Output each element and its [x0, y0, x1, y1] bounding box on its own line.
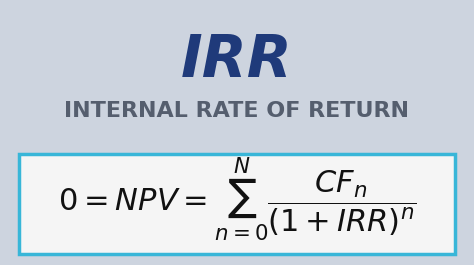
Text: INTERNAL RATE OF RETURN: INTERNAL RATE OF RETURN	[64, 101, 410, 121]
Text: $0 = NPV = \sum_{n=0}^{N} \dfrac{CF_n}{(1+IRR)^n}$: $0 = NPV = \sum_{n=0}^{N} \dfrac{CF_n}{(…	[58, 156, 416, 244]
FancyBboxPatch shape	[19, 154, 455, 254]
Text: IRR: IRR	[181, 32, 293, 89]
